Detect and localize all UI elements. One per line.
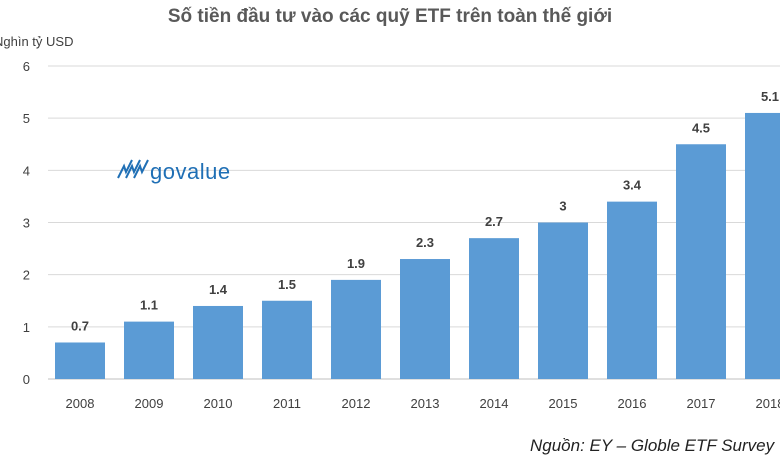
bar-2011 (262, 300, 312, 379)
x-tick-label-2016: 2016 (618, 396, 647, 411)
x-tick-label-2009: 2009 (135, 396, 164, 411)
chart-title: Số tiền đầu tư vào các quỹ ETF trên toàn… (167, 6, 613, 27)
data-label-2018: 5.1 (761, 89, 779, 104)
source-note: Nguồn: EY – Globle ETF Survey (530, 436, 775, 455)
bar-2016 (607, 201, 657, 379)
bar-2018 (745, 112, 780, 379)
data-label-2013: 2.3 (416, 235, 434, 250)
y-tick-label: 2 (23, 268, 30, 283)
y-tick-label: 3 (23, 216, 30, 231)
data-label-2017: 4.5 (692, 120, 710, 135)
y-tick-label: 4 (23, 163, 30, 178)
data-label-2011: 1.5 (278, 277, 296, 292)
y-tick-label: 1 (23, 320, 30, 335)
x-tick-label-2008: 2008 (66, 396, 95, 411)
y-tick-label: 6 (23, 59, 30, 74)
y-tick-label: 0 (23, 372, 30, 387)
govalue-logo-text: govalue (150, 158, 231, 184)
x-tick-label-2010: 2010 (204, 396, 233, 411)
y-axis-label: Nghìn tỷ USD (0, 34, 74, 49)
data-label-2016: 3.4 (623, 178, 642, 193)
bar-2012 (331, 279, 381, 379)
bar-2008 (55, 342, 105, 379)
x-tick-label-2018: 2018 (756, 396, 780, 411)
bars (55, 112, 780, 379)
bar-2009 (124, 321, 174, 379)
data-label-2009: 1.1 (140, 298, 158, 313)
data-label-2014: 2.7 (485, 214, 503, 229)
y-tick-labels: 0 1 2 3 4 5 6 (23, 59, 30, 387)
x-tick-label-2013: 2013 (411, 396, 440, 411)
bar-2014 (469, 238, 519, 379)
x-tick-label-2017: 2017 (687, 396, 716, 411)
y-tick-label: 5 (23, 111, 30, 126)
bar-2015 (538, 222, 588, 379)
govalue-logo: govalue (116, 158, 231, 185)
x-tick-labels: 2008 2009 2010 2011 2012 2013 2014 2015 2016 2017… (66, 396, 780, 411)
data-label-2012: 1.9 (347, 256, 365, 271)
bar-2013 (400, 259, 450, 379)
x-tick-label-2011: 2011 (273, 396, 301, 411)
govalue-logo-icon (116, 158, 150, 185)
bar-2010 (193, 305, 243, 379)
x-tick-label-2014: 2014 (480, 396, 509, 411)
data-label-2015: 3 (559, 199, 566, 214)
x-tick-label-2015: 2015 (549, 396, 578, 411)
data-label-2008: 0.7 (71, 318, 89, 333)
bar-2017 (676, 144, 726, 379)
data-label-2010: 1.4 (209, 282, 228, 297)
data-labels: 0.7 1.1 1.4 1.5 1.9 2.3 2.7 3 3.4 4.5 5.1 (71, 89, 779, 334)
x-tick-label-2012: 2012 (342, 396, 371, 411)
